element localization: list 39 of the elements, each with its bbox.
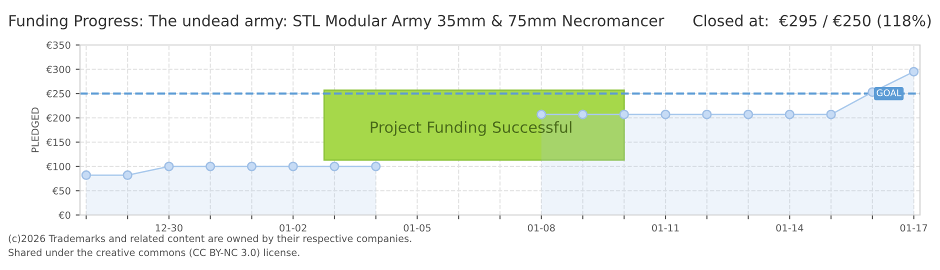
y-axis-title: PLEDGED bbox=[31, 108, 39, 152]
point bbox=[702, 110, 712, 120]
annotation: Project Funding Successful bbox=[370, 121, 572, 136]
point bbox=[122, 170, 132, 180]
x-tick-label: 01-08 bbox=[528, 224, 555, 232]
point bbox=[246, 162, 257, 172]
point bbox=[205, 162, 216, 172]
x-tick-label: 01-14 bbox=[776, 224, 804, 232]
y-tick-label: €150 bbox=[46, 138, 70, 146]
point bbox=[164, 162, 174, 172]
y-tick-label: €100 bbox=[46, 162, 70, 170]
point bbox=[826, 110, 836, 120]
point bbox=[81, 170, 92, 180]
x-tick-label: 01-02 bbox=[280, 224, 306, 232]
x-tick-label: 01-11 bbox=[652, 224, 679, 232]
x-tick-label: 12-30 bbox=[156, 224, 182, 232]
y-tick-label: €50 bbox=[52, 187, 70, 195]
point bbox=[784, 110, 795, 120]
point bbox=[660, 110, 670, 120]
y-tick-label: €350 bbox=[46, 41, 70, 49]
point bbox=[371, 162, 381, 172]
point bbox=[908, 66, 919, 77]
text: Shared under the creative commons (CC BY-NC 3.0) license. bbox=[8, 248, 300, 258]
ref-line-label: GOAL bbox=[876, 89, 902, 96]
point bbox=[330, 162, 340, 172]
point bbox=[288, 162, 298, 172]
x-tick-label: 01-17 bbox=[900, 224, 928, 232]
y-tick-label: €250 bbox=[46, 90, 70, 98]
chart-title: Funding Progress: The undead army: STL Modular Army 35mm & 75mm Necromancer bbox=[10, 14, 664, 30]
text: (c)2026 Trademarks and related content are owned by their respective companies. bbox=[8, 234, 412, 244]
point bbox=[536, 110, 546, 120]
y-tick-label: €300 bbox=[46, 66, 70, 74]
y-tick-label: €200 bbox=[46, 114, 70, 122]
point bbox=[743, 110, 754, 120]
x-tick-label: 01-05 bbox=[404, 224, 431, 232]
point bbox=[619, 110, 629, 120]
chart-subtitle: Closed at: €295 / €250 (118%) bbox=[693, 14, 931, 28]
y-tick-label: €0 bbox=[58, 211, 70, 219]
point bbox=[578, 110, 588, 120]
